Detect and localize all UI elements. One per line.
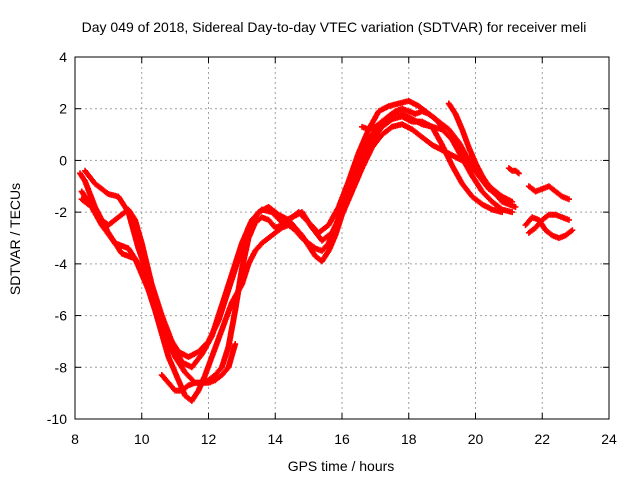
data-point-markers: [82, 98, 502, 360]
data-series-track-8: [525, 183, 572, 203]
data-points: [77, 98, 576, 404]
data-point-markers: [525, 211, 572, 236]
y-tick-label: -8: [55, 359, 68, 375]
plot-frame: [74, 56, 610, 420]
y-tick-label: -6: [55, 308, 68, 324]
data-point-markers: [525, 183, 572, 203]
y-axis-label: SDTVAR / TECUs: [7, 183, 23, 295]
data-series-track-4: [82, 98, 502, 360]
y-tick-label: 2: [59, 101, 67, 117]
x-tick-label: 12: [201, 431, 217, 447]
data-point-markers: [359, 105, 446, 133]
grid-lines: [75, 57, 609, 419]
y-tick-label: 0: [59, 152, 67, 168]
y-tick-label: 4: [59, 49, 67, 65]
chart-title: Day 049 of 2018, Sidereal Day-to-day VTE…: [82, 19, 587, 35]
data-point-markers: [445, 100, 519, 210]
y-tick-label: -10: [47, 411, 67, 427]
x-tick-label: 14: [267, 431, 283, 447]
x-tick-label: 10: [134, 431, 150, 447]
x-tick-label: 20: [468, 431, 484, 447]
x-tick-label: 24: [601, 431, 617, 447]
data-series-track-10: [525, 211, 572, 236]
x-tick-label: 22: [534, 431, 550, 447]
data-point-markers: [158, 341, 239, 394]
data-series-track-5: [158, 341, 239, 394]
y-tick-label: -4: [55, 256, 68, 272]
data-series-track-6: [359, 105, 446, 133]
data-series-track-11: [505, 165, 522, 177]
y-tick-label: -2: [55, 204, 68, 220]
x-axis-label: GPS time / hours: [288, 458, 395, 474]
data-series-track-7: [445, 100, 519, 210]
data-point-markers: [505, 165, 522, 177]
x-tick-label: 18: [401, 431, 417, 447]
x-tick-label: 16: [334, 431, 350, 447]
x-tick-label: 8: [71, 431, 79, 447]
